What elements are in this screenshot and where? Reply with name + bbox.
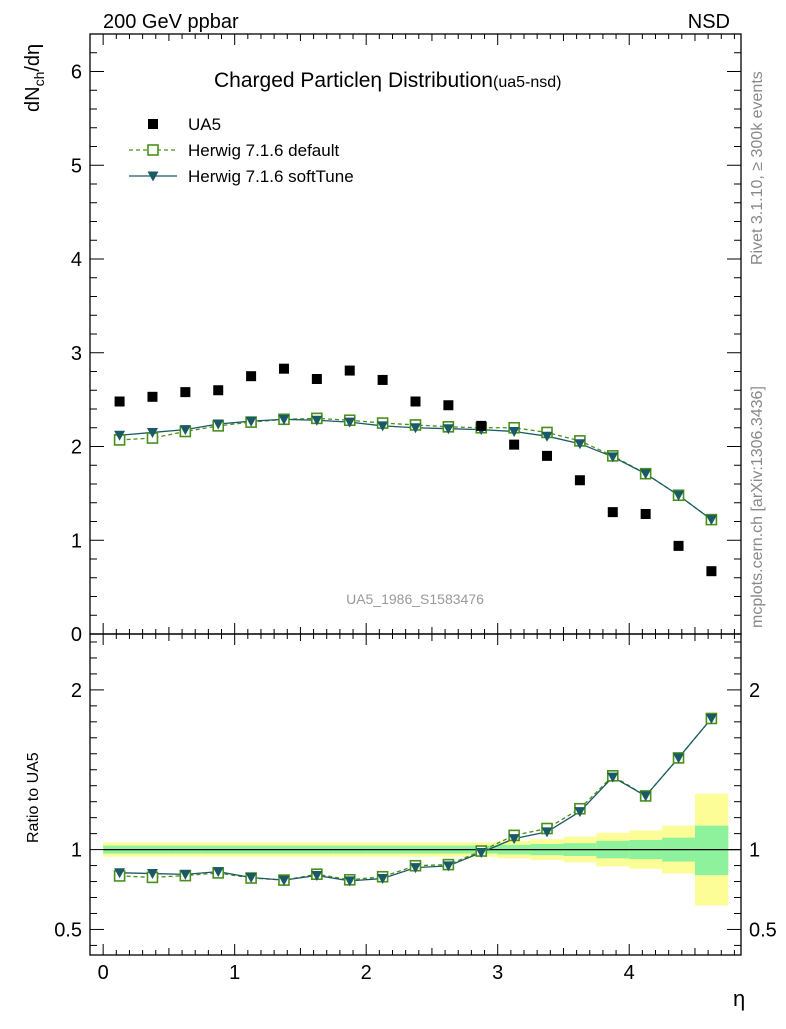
ratio-herwig-softtune-point [146, 869, 158, 880]
ratio-herwig-softtune-point [673, 753, 685, 764]
x-tick-label: 1 [229, 962, 240, 984]
analysis-watermark: UA5_1986_S1583476 [346, 591, 484, 607]
x-axis-label: η [733, 986, 745, 1011]
ratio-plot-frame [89, 633, 742, 956]
ratio-herwig-softtune-point [377, 874, 389, 885]
main-herwig-default-line [119, 417, 712, 521]
ratio-band-inner [694, 825, 729, 876]
ratio-y-tick-label: 2 [71, 680, 82, 702]
main-herwig-softtune-line [119, 418, 712, 521]
ratio-y-tick-label: 0.5 [54, 919, 82, 941]
ratio-herwig-softtune-point [442, 861, 454, 872]
main-herwig-softtune-point [705, 515, 717, 526]
ratio-herwig-softtune-point [311, 870, 323, 881]
main-ua5-data-point [673, 540, 684, 551]
chart-title: Charged Particleη Distribution(ua5-nsd) [214, 69, 561, 92]
main-ua5-data-point [574, 475, 585, 486]
ratio-herwig-softtune-point [212, 867, 224, 878]
main-y-tick-label: 2 [71, 437, 82, 459]
ratio-herwig-softtune-point [278, 875, 290, 886]
main-herwig-softtune-point [410, 423, 421, 434]
main-ua5-data-point [344, 365, 355, 376]
main-ua5-data-point [180, 387, 191, 398]
ratio-herwig-softtune-point [541, 827, 553, 838]
legend-label: UA5 [188, 115, 221, 134]
main-ua5-data-point [213, 385, 224, 396]
x-tick-label: 3 [492, 962, 503, 984]
ratio-herwig-softtune-point [574, 807, 586, 818]
ratio-herwig-softtune-point [344, 876, 356, 887]
main-y-tick-label: 4 [71, 249, 82, 271]
ratio-herwig-softtune-point [410, 863, 421, 874]
x-tick-label: 4 [624, 962, 635, 984]
main-herwig-softtune-point [541, 431, 553, 442]
main-herwig-softtune-point [508, 427, 520, 437]
main-y-tick-label: 5 [71, 155, 82, 177]
main-y-tick-label: 0 [71, 624, 82, 646]
main-y-tick-label: 6 [71, 62, 82, 84]
main-ua5-data-point [410, 396, 421, 407]
main-ua5-data-point [311, 374, 322, 384]
header-energy: 200 GeV ppbar [103, 11, 239, 33]
chart-title-eta: η [370, 69, 382, 92]
main-herwig-softtune-point [673, 490, 685, 501]
main-herwig-softtune-point [278, 414, 290, 425]
ratio-y-tick-label-right: 0.5 [749, 919, 777, 941]
main-y-axis-label: dNch/dη [22, 44, 47, 112]
main-herwig-softtune-point [245, 416, 257, 427]
main-ua5-data-point [509, 439, 520, 450]
ratio-herwig-softtune-point [114, 868, 126, 879]
main-ua5-data-point [278, 363, 289, 374]
main-herwig-softtune-point [114, 430, 126, 441]
legend-herwig-softtune-marker [147, 171, 159, 182]
mcplots-reference-text: mcplots.cern.ch [arXiv:1306.3436] [749, 386, 766, 628]
chart-title-main: Charged Particle [214, 69, 370, 92]
x-tick-label: 0 [98, 962, 109, 984]
ratio-y-tick-label: 1 [71, 840, 82, 862]
ratio-y-tick-label-right: 1 [749, 840, 760, 862]
legend-ua5-marker [148, 119, 158, 129]
main-herwig-softtune-point [146, 427, 158, 438]
legend-label: Herwig 7.1.6 default [188, 141, 339, 160]
ratio-herwig-softtune-point [179, 869, 191, 880]
ratio-herwig-softtune-point [640, 791, 652, 802]
ratio-y-axis-label: Ratio to UA5 [25, 752, 42, 843]
main-ua5-data-point [443, 400, 454, 411]
main-herwig-softtune-point [640, 469, 652, 480]
main-ua5-data-point [114, 396, 125, 407]
main-ua5-data-point [542, 450, 553, 461]
ratio-herwig-softtune-point [245, 873, 257, 884]
main-herwig-softtune-point [311, 415, 323, 426]
ratio-herwig-softtune-point [508, 834, 520, 845]
main-ua5-data-point [640, 509, 651, 519]
main-ua5-data-point [246, 371, 257, 382]
main-y-tick-label: 3 [71, 343, 82, 365]
main-ua5-data-point [706, 566, 717, 577]
ratio-y-tick-label-right: 2 [749, 680, 760, 702]
header-process: NSD [688, 11, 730, 33]
rivet-version-text: Rivet 3.1.10, ≥ 300k events [749, 71, 766, 265]
legend-herwig-default-marker [147, 144, 159, 156]
x-tick-label: 2 [361, 962, 372, 984]
main-ua5-data-point [607, 507, 618, 518]
main-ua5-data-point [476, 420, 487, 431]
main-y-tick-label: 1 [71, 530, 82, 552]
main-herwig-softtune-point [607, 452, 619, 463]
main-herwig-softtune-point [377, 421, 389, 432]
main-ua5-data-point [147, 391, 158, 402]
ratio-herwig-softtune-point [705, 713, 717, 724]
main-ua5-data-point [377, 374, 388, 385]
legend-label: Herwig 7.1.6 softTune [188, 167, 354, 186]
ratio-herwig-softtune-point [475, 847, 487, 858]
main-herwig-softtune-point [574, 439, 586, 450]
main-herwig-softtune-point [212, 419, 224, 430]
chart-title-tag: (ua5-nsd) [493, 74, 561, 91]
chart-title-rest: Distribution [382, 69, 493, 92]
ratio-herwig-softtune-point [607, 772, 619, 783]
main-herwig-softtune-point [179, 425, 191, 436]
main-herwig-softtune-point [344, 417, 356, 428]
main-herwig-softtune-point [442, 424, 454, 435]
